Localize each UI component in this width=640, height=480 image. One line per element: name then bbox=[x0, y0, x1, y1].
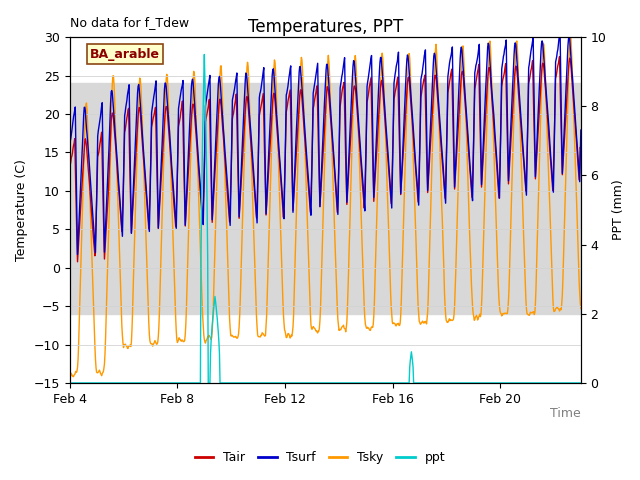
Title: Temperatures, PPT: Temperatures, PPT bbox=[248, 18, 403, 36]
Y-axis label: PPT (mm): PPT (mm) bbox=[612, 180, 625, 240]
Text: BA_arable: BA_arable bbox=[90, 48, 160, 60]
Bar bbox=[70, 83, 581, 314]
Text: No data for f_Tdew: No data for f_Tdew bbox=[70, 16, 189, 29]
Legend: Tair, Tsurf, Tsky, ppt: Tair, Tsurf, Tsky, ppt bbox=[189, 446, 451, 469]
Y-axis label: Temperature (C): Temperature (C) bbox=[15, 159, 28, 261]
Text: Time: Time bbox=[550, 407, 581, 420]
